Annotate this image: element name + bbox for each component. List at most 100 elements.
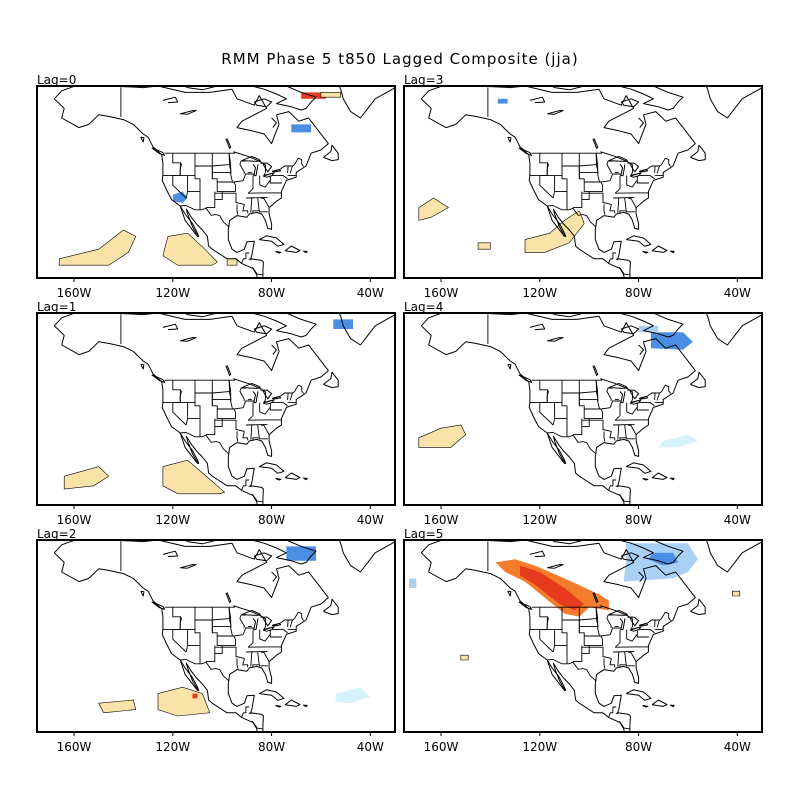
anomaly-region-cool-blue [291, 124, 312, 133]
political-border [626, 175, 638, 188]
x-tick-label: 120W [155, 513, 190, 527]
coastline [183, 86, 218, 91]
x-tick-label: 160W [424, 286, 459, 300]
political-border [257, 273, 263, 276]
political-border [236, 204, 239, 215]
political-border [269, 629, 282, 638]
political-border [636, 175, 649, 184]
political-border [603, 658, 606, 669]
political-border [546, 162, 549, 176]
panel-lag-label: Lag=4 [404, 300, 443, 314]
coastline [690, 598, 706, 616]
coastline [518, 147, 533, 156]
anomaly-region-warm-light [162, 459, 226, 495]
coastline [260, 162, 273, 173]
coastline [252, 391, 259, 404]
political-border [272, 629, 288, 634]
political-border [609, 400, 622, 408]
x-tick-label: 160W [424, 740, 459, 754]
political-border [581, 646, 612, 659]
political-border [595, 607, 600, 637]
coastline [507, 136, 512, 143]
coastline [53, 98, 258, 278]
coastline [162, 550, 179, 558]
political-border [546, 658, 597, 682]
coastline [258, 235, 285, 247]
coastline [550, 540, 585, 545]
anomaly-region-cool-blue [497, 98, 508, 104]
coastline [140, 136, 145, 143]
political-border [562, 619, 603, 647]
coastline [669, 250, 675, 254]
political-border [164, 605, 304, 630]
political-border [259, 402, 271, 415]
coastline [651, 472, 668, 480]
anomaly-region-cool-blue [650, 332, 693, 350]
political-border [212, 625, 232, 628]
political-border [260, 197, 270, 208]
political-border [242, 431, 249, 441]
anomaly-region-warm-red [192, 693, 198, 699]
political-border [624, 727, 630, 730]
political-border [214, 191, 223, 201]
political-border [546, 431, 597, 455]
anomaly-region-warm-light [524, 210, 585, 253]
coastline [225, 365, 232, 376]
political-border [205, 645, 216, 663]
panel-lag-label: Lag=2 [37, 527, 76, 541]
political-border [258, 437, 268, 440]
political-border [242, 400, 255, 408]
x-tick-label: 160W [57, 740, 92, 754]
political-border [259, 629, 271, 642]
coastline [162, 96, 179, 104]
anomaly-region-cool-palecyan [335, 687, 371, 704]
coastline [619, 164, 626, 177]
political-border [529, 607, 563, 631]
anomaly-region-cool-lightblue [408, 578, 417, 588]
political-border [258, 664, 268, 667]
political-border [572, 191, 583, 209]
coastline [420, 98, 625, 278]
political-border [619, 424, 627, 441]
x-tick-label: 80W [625, 740, 652, 754]
political-border [581, 192, 612, 205]
political-border [639, 402, 655, 407]
political-border [187, 175, 201, 193]
coastline [260, 616, 273, 627]
coastline [258, 462, 285, 474]
political-border [617, 197, 620, 213]
coastline [420, 540, 696, 732]
coastline [53, 313, 329, 505]
political-border [579, 390, 598, 394]
coastline [592, 365, 599, 376]
coastline [420, 325, 625, 505]
coastline [625, 235, 652, 247]
political-border [195, 392, 236, 420]
political-border [615, 485, 619, 488]
coastline [651, 245, 668, 253]
coastline [260, 389, 273, 400]
anomaly-region-warm-red [520, 565, 585, 611]
political-border [579, 625, 599, 628]
political-border [609, 627, 622, 635]
coastline [271, 117, 277, 128]
map-panel: Lag=2 160W 120W 80W 40W [36, 527, 396, 754]
political-border [251, 266, 258, 275]
x-tick-label: 120W [522, 740, 557, 754]
coastline [338, 540, 395, 573]
political-border [252, 651, 260, 668]
political-border [242, 658, 249, 668]
political-border [639, 175, 655, 180]
political-border [624, 500, 630, 503]
political-border [179, 389, 182, 403]
political-border [242, 627, 255, 635]
coastline [619, 618, 626, 631]
coastline [627, 616, 640, 627]
coastline [642, 704, 649, 708]
political-border [579, 398, 599, 401]
coastline [617, 86, 684, 111]
map-panel: Lag=1 160W 120W 80W 40W [36, 300, 396, 527]
coastline [627, 162, 640, 173]
political-border [260, 424, 270, 435]
